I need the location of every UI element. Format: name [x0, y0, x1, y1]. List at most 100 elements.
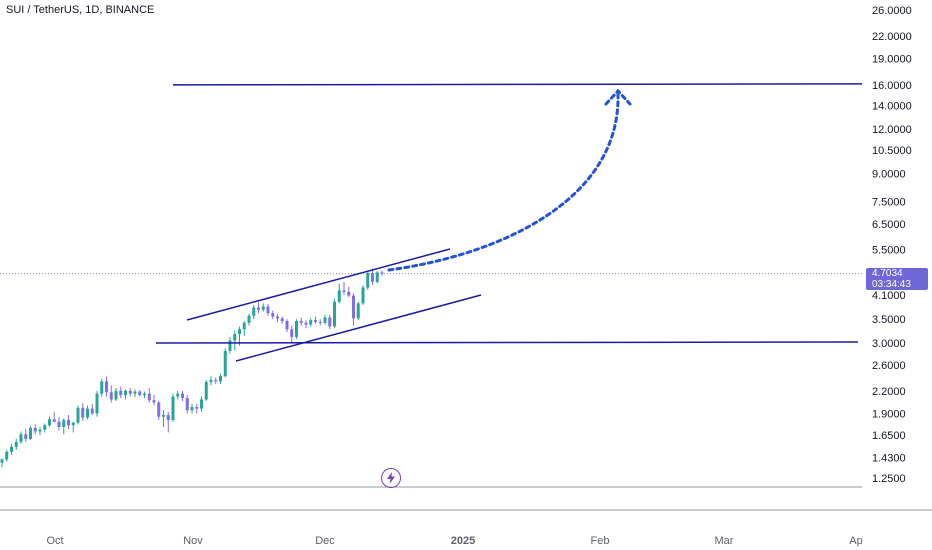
candle-body [252, 307, 256, 316]
candle-65 [309, 318, 313, 327]
candle-58 [276, 314, 279, 322]
channel-upper-line [186, 248, 451, 321]
price-tick-15: 2.2000 [872, 386, 906, 398]
candle-body [157, 402, 161, 417]
candle-body [214, 380, 218, 382]
candle-body [333, 301, 336, 327]
candle-26 [124, 389, 127, 400]
drawings [155, 83, 863, 362]
candle-body [43, 425, 47, 430]
candle-body [76, 407, 80, 423]
price-axis: 26.0000 22.0000 19.0000 16.0000 14.0000 12.00… [872, 5, 912, 485]
candle-36 [171, 393, 175, 422]
lightning-glyph [387, 472, 395, 484]
price-tick-9: 6.5000 [872, 219, 906, 231]
candle-body [100, 381, 104, 394]
candle-body [109, 392, 113, 400]
candle-body [185, 398, 189, 411]
symbol-title[interactable]: SUI / TetherUS, 1D, BINANCE [6, 4, 155, 16]
candle-21 [100, 378, 104, 397]
candle-body [57, 421, 61, 427]
lightning-icon[interactable] [381, 468, 401, 488]
candle-25 [119, 386, 123, 399]
candle-27 [128, 388, 132, 397]
candle-73 [347, 286, 351, 298]
price-tick-0: 26.0000 [872, 5, 912, 17]
candle-body [299, 321, 303, 323]
candle-body [266, 306, 270, 314]
price-tick-14: 2.6000 [872, 360, 906, 372]
candle-30 [143, 391, 146, 399]
candle-23 [109, 385, 113, 403]
candle-body [0, 459, 4, 463]
price-tick-4: 14.0000 [872, 100, 912, 112]
candle-body [19, 434, 23, 442]
candle-body [242, 322, 246, 330]
price-tick-7: 9.0000 [872, 169, 906, 181]
candle-37 [176, 390, 180, 400]
last-price-value: 4.7034 [872, 268, 903, 279]
price-tick-5: 12.0000 [872, 124, 912, 136]
time-tick-6: Ap [849, 535, 862, 547]
support-line-3 [155, 341, 859, 344]
candle-13 [62, 418, 66, 435]
candle-1 [5, 449, 9, 462]
candle-body [238, 329, 241, 335]
candle-body [328, 317, 332, 327]
candle-22 [105, 376, 108, 397]
candle-body [133, 391, 137, 394]
candle-43 [204, 380, 208, 401]
candle-61 [290, 325, 294, 342]
candle-body [380, 272, 384, 274]
candle-16 [76, 405, 80, 425]
candle-body [323, 317, 327, 323]
candle-body [276, 316, 279, 319]
candle-body [95, 393, 99, 414]
candle-41 [195, 403, 199, 414]
candle-8 [38, 426, 42, 436]
time-tick-3: 2025 [451, 535, 475, 547]
candle-body [352, 295, 355, 319]
candle-48 [228, 336, 232, 354]
candle-body [314, 320, 317, 322]
candle-body [119, 390, 123, 396]
candle-body [10, 446, 13, 452]
candle-body [171, 396, 175, 421]
price-tick-10: 5.5000 [872, 245, 906, 257]
candle-56 [266, 304, 270, 316]
candle-body [5, 451, 9, 460]
candle-body [138, 391, 142, 396]
candle-body [181, 393, 184, 399]
candle-9 [43, 423, 47, 433]
candle-body [304, 322, 308, 325]
candle-body [200, 399, 203, 409]
candle-35 [166, 411, 170, 433]
candle-71 [337, 283, 341, 304]
candle-32 [152, 395, 156, 406]
candle-44 [209, 376, 213, 386]
candle-body [86, 408, 89, 418]
projection-arrowhead [604, 88, 632, 106]
candle-body [257, 307, 260, 310]
candle-body [318, 321, 322, 323]
candle-body [309, 320, 313, 325]
candle-28 [133, 389, 137, 398]
candle-body [81, 407, 85, 418]
resistance-line-16 [172, 83, 863, 86]
bar-countdown: 03:34:43 [872, 279, 911, 290]
candle-body [105, 381, 108, 393]
candle-54 [257, 302, 260, 314]
candle-body [295, 321, 298, 337]
candle-body [162, 415, 165, 417]
candle-24 [114, 388, 118, 401]
candle-29 [138, 390, 142, 397]
candle-78 [371, 268, 374, 285]
candle-80 [380, 270, 384, 276]
price-tick-6: 10.5000 [872, 145, 912, 157]
candle-69 [328, 314, 332, 330]
candle-body [356, 303, 360, 319]
candle-38 [181, 390, 184, 401]
candle-63 [299, 317, 303, 326]
